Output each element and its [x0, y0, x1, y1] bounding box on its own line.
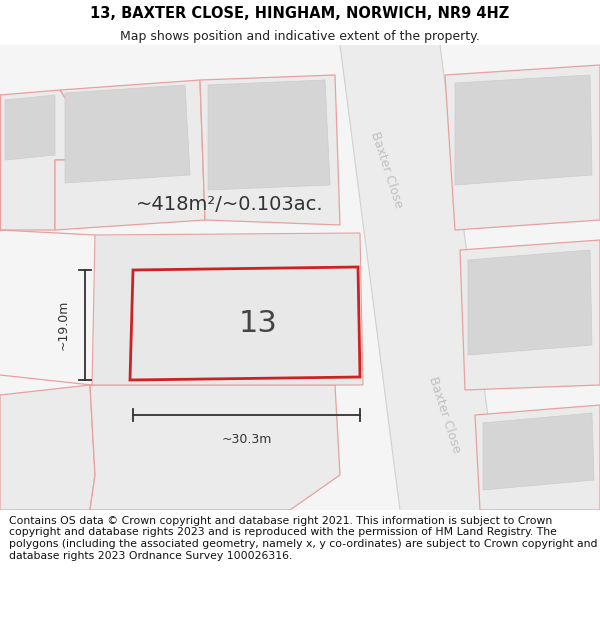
Polygon shape	[200, 75, 340, 225]
Text: 13, BAXTER CLOSE, HINGHAM, NORWICH, NR9 4HZ: 13, BAXTER CLOSE, HINGHAM, NORWICH, NR9 …	[91, 6, 509, 21]
Polygon shape	[475, 405, 600, 510]
Text: Baxter Close: Baxter Close	[368, 130, 406, 210]
Polygon shape	[340, 45, 500, 510]
Text: Map shows position and indicative extent of the property.: Map shows position and indicative extent…	[120, 31, 480, 43]
Text: Contains OS data © Crown copyright and database right 2021. This information is : Contains OS data © Crown copyright and d…	[9, 516, 598, 561]
Polygon shape	[5, 95, 55, 160]
Polygon shape	[92, 233, 363, 385]
Polygon shape	[0, 90, 80, 230]
Polygon shape	[130, 267, 360, 380]
Polygon shape	[483, 413, 594, 490]
Text: ~19.0m: ~19.0m	[56, 300, 70, 350]
Polygon shape	[65, 85, 190, 183]
Polygon shape	[468, 250, 592, 355]
Text: ~30.3m: ~30.3m	[221, 433, 272, 446]
Text: 13: 13	[239, 309, 277, 338]
Polygon shape	[445, 65, 600, 230]
Polygon shape	[0, 385, 95, 510]
Text: ~418m²/~0.103ac.: ~418m²/~0.103ac.	[136, 196, 324, 214]
Text: Baxter Close: Baxter Close	[427, 375, 463, 455]
Polygon shape	[90, 385, 340, 510]
Polygon shape	[460, 240, 600, 390]
Polygon shape	[455, 75, 592, 185]
Polygon shape	[55, 80, 205, 230]
Polygon shape	[208, 80, 330, 190]
